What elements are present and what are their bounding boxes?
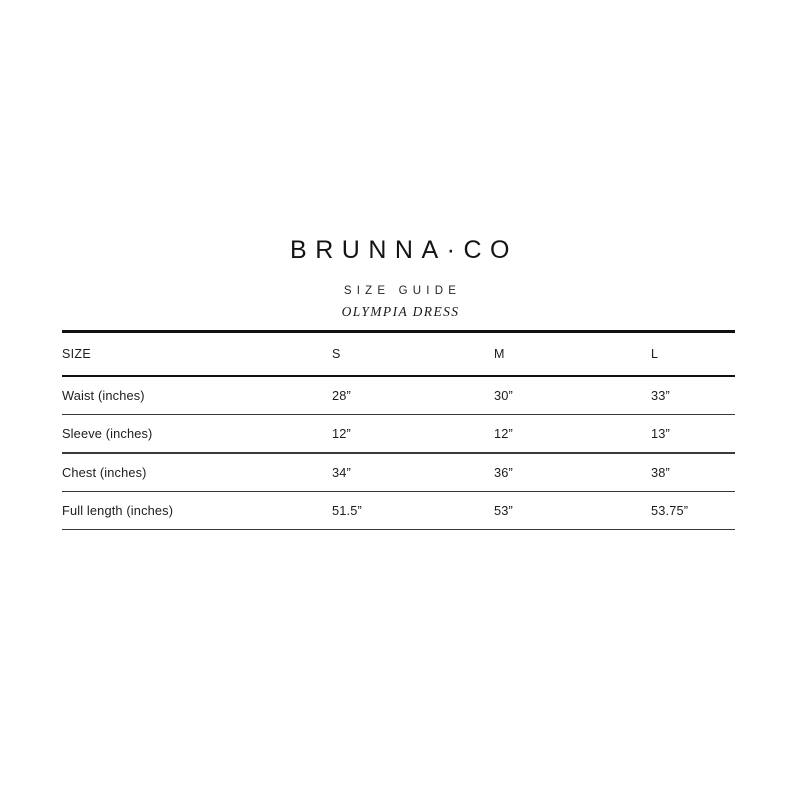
subtitle-block: SIZE GUIDE OLYMPIA DRESS xyxy=(0,285,800,320)
size-guide-title: SIZE GUIDE xyxy=(343,285,462,297)
cell-chest-l: 38” xyxy=(651,464,670,480)
cell-full-length-l: 53.75” xyxy=(651,502,689,518)
product-name: OLYMPIA DRESS xyxy=(341,303,460,319)
table-row: Waist (inches) 28” 30” 33” xyxy=(62,377,735,414)
cell-chest-m: 36” xyxy=(494,464,513,480)
cell-sleeve-s: 12” xyxy=(332,426,351,442)
brand-wordmark: BRUNNA·CO xyxy=(290,236,518,264)
document-header: BRUNNA·CO SIZE GUIDE OLYMPIA DRESS xyxy=(0,238,800,320)
cell-sleeve-m: 12” xyxy=(494,426,513,442)
row-separator xyxy=(62,414,735,416)
table-header-row: SIZE S M L xyxy=(62,333,735,375)
table-top-rule xyxy=(62,330,735,333)
column-header-m: M xyxy=(494,346,505,361)
row-label-waist: Waist (inches) xyxy=(62,388,145,403)
table-row: Sleeve (inches) 12” 12” 13” xyxy=(62,415,735,452)
cell-full-length-m: 53” xyxy=(494,502,513,518)
table-header-rule xyxy=(62,374,735,377)
cell-sleeve-l: 13” xyxy=(651,426,670,442)
cell-waist-l: 33” xyxy=(651,388,670,403)
table-row: Chest (inches) 34” 36” 38” xyxy=(62,454,735,491)
size-table-container: SIZE S M L Waist (inches) 28” 30” 33” Sl… xyxy=(62,330,735,531)
row-label-chest: Chest (inches) xyxy=(62,464,147,480)
column-header-s: S xyxy=(332,346,341,361)
column-header-size: SIZE xyxy=(62,346,91,361)
table-row: Full length (inches) 51.5” 53” 53.75” xyxy=(62,492,735,529)
cell-waist-m: 30” xyxy=(494,388,513,403)
row-label-full-length: Full length (inches) xyxy=(62,502,174,518)
row-separator xyxy=(62,490,735,492)
row-separator xyxy=(62,452,735,454)
cell-chest-s: 34” xyxy=(332,464,351,480)
table-bottom-rule xyxy=(62,528,735,531)
column-header-l: L xyxy=(651,346,659,361)
cell-waist-s: 28” xyxy=(332,388,351,403)
cell-full-length-s: 51.5” xyxy=(332,502,362,518)
row-label-sleeve: Sleeve (inches) xyxy=(62,426,153,442)
